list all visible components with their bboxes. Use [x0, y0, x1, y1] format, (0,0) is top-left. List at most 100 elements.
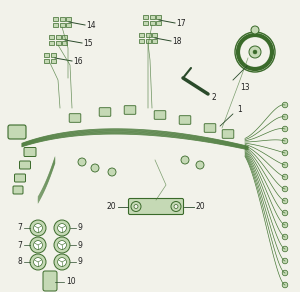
Text: 2: 2: [212, 93, 217, 102]
Circle shape: [282, 126, 288, 132]
Text: 18: 18: [172, 36, 182, 46]
Bar: [66, 17, 71, 21]
Bar: [62, 35, 67, 39]
Bar: [49, 41, 54, 45]
Bar: [49, 35, 54, 39]
Bar: [44, 53, 49, 57]
Circle shape: [54, 220, 70, 236]
Bar: [139, 39, 144, 43]
FancyBboxPatch shape: [154, 111, 166, 119]
Circle shape: [171, 201, 181, 211]
Circle shape: [282, 114, 288, 120]
Circle shape: [174, 204, 178, 208]
Bar: [51, 53, 56, 57]
Circle shape: [282, 138, 288, 144]
Circle shape: [131, 201, 141, 211]
Bar: [53, 17, 58, 21]
Bar: [143, 15, 148, 19]
Text: 15: 15: [83, 39, 93, 48]
FancyBboxPatch shape: [14, 174, 26, 182]
Circle shape: [242, 39, 268, 65]
FancyBboxPatch shape: [179, 116, 191, 124]
Circle shape: [30, 254, 46, 270]
Text: 1: 1: [237, 105, 242, 114]
Circle shape: [58, 241, 66, 249]
Circle shape: [282, 222, 288, 228]
Circle shape: [282, 186, 288, 192]
Circle shape: [282, 258, 288, 264]
Bar: [139, 33, 144, 37]
Circle shape: [282, 234, 288, 240]
Bar: [146, 39, 151, 43]
Circle shape: [34, 241, 42, 249]
Bar: [156, 21, 161, 25]
FancyBboxPatch shape: [69, 114, 81, 122]
Circle shape: [181, 156, 189, 164]
FancyBboxPatch shape: [8, 125, 26, 139]
Circle shape: [253, 50, 257, 54]
FancyBboxPatch shape: [99, 108, 111, 116]
Bar: [59, 23, 64, 27]
Text: 7: 7: [17, 223, 22, 232]
Bar: [66, 23, 71, 27]
Circle shape: [58, 224, 66, 232]
Circle shape: [134, 204, 138, 208]
Circle shape: [282, 198, 288, 204]
Circle shape: [282, 282, 288, 288]
Bar: [59, 17, 64, 21]
Circle shape: [282, 102, 288, 108]
Bar: [156, 15, 161, 19]
Circle shape: [282, 174, 288, 180]
Bar: [152, 39, 157, 43]
Bar: [149, 21, 154, 25]
FancyBboxPatch shape: [43, 271, 57, 291]
Circle shape: [282, 210, 288, 216]
Text: 16: 16: [73, 56, 82, 65]
Circle shape: [34, 224, 42, 232]
Bar: [51, 59, 56, 63]
Bar: [44, 59, 49, 63]
Text: 7: 7: [17, 241, 22, 249]
Text: 13: 13: [240, 83, 250, 91]
Bar: [53, 23, 58, 27]
Circle shape: [251, 26, 259, 34]
Text: 20: 20: [106, 202, 116, 211]
FancyBboxPatch shape: [222, 130, 234, 138]
Text: 8: 8: [17, 258, 22, 267]
Bar: [143, 21, 148, 25]
Bar: [62, 41, 67, 45]
Circle shape: [54, 254, 70, 270]
FancyBboxPatch shape: [128, 199, 184, 215]
Circle shape: [282, 246, 288, 252]
Circle shape: [58, 258, 66, 266]
Circle shape: [282, 270, 288, 276]
FancyBboxPatch shape: [13, 186, 23, 194]
FancyBboxPatch shape: [20, 161, 31, 169]
Circle shape: [249, 46, 261, 58]
Circle shape: [91, 164, 99, 172]
Text: 14: 14: [86, 20, 96, 29]
Text: 10: 10: [66, 277, 76, 286]
Text: 9: 9: [78, 223, 83, 232]
Circle shape: [30, 237, 46, 253]
Circle shape: [108, 168, 116, 176]
Circle shape: [196, 161, 204, 169]
FancyBboxPatch shape: [204, 124, 216, 132]
FancyBboxPatch shape: [24, 147, 36, 157]
Bar: [152, 33, 157, 37]
Circle shape: [282, 150, 288, 156]
Text: 9: 9: [78, 258, 83, 267]
Circle shape: [30, 220, 46, 236]
Text: 20: 20: [196, 202, 206, 211]
Bar: [56, 35, 61, 39]
Bar: [149, 15, 154, 19]
Bar: [146, 33, 151, 37]
Circle shape: [282, 162, 288, 168]
Bar: [56, 41, 61, 45]
FancyBboxPatch shape: [124, 106, 136, 114]
Circle shape: [34, 258, 42, 266]
Circle shape: [54, 237, 70, 253]
Circle shape: [78, 158, 86, 166]
Text: 17: 17: [176, 18, 186, 27]
Text: 9: 9: [78, 241, 83, 249]
